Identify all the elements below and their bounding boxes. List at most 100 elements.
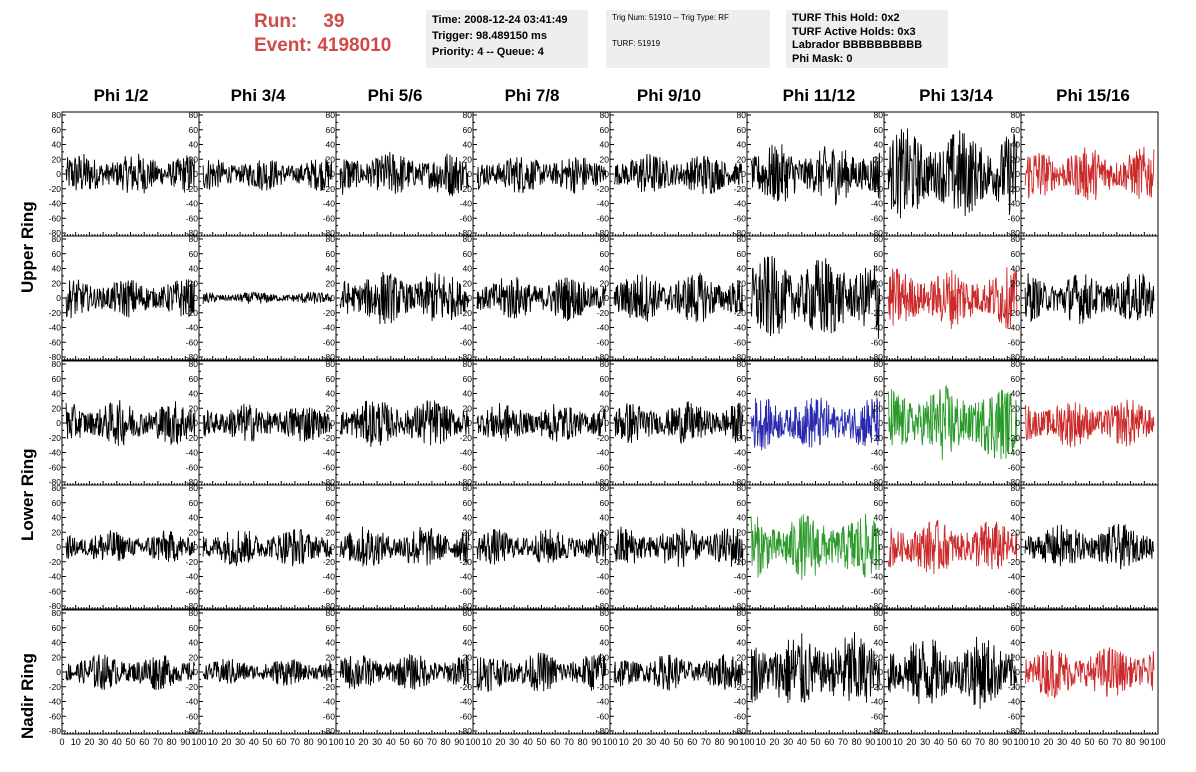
waveform-trace [1024,647,1155,699]
y-tick-label: -20 [49,184,62,194]
y-tick-label: -60 [1008,337,1021,347]
y-tick-label: 60 [326,125,336,135]
x-tick-label: 70 [290,737,300,747]
y-tick-label: 40 [463,389,473,399]
y-tick-label: -20 [871,433,884,443]
y-tick-label: 40 [874,389,884,399]
y-tick-label: -20 [1008,433,1021,443]
y-tick-label: 20 [189,652,199,662]
y-tick-label: 20 [874,652,884,662]
y-tick-label: -60 [871,711,884,721]
y-tick-label: 60 [189,498,199,508]
trigger-text: Trigger: 98.489150 ms [432,30,547,42]
y-tick-label: -20 [323,184,336,194]
y-tick-label: -20 [460,433,473,443]
y-tick-label: -60 [323,462,336,472]
y-tick-label: 0 [878,667,883,677]
waveform-trace [750,632,881,704]
y-tick-label: 0 [330,542,335,552]
y-tick-label: -40 [597,448,610,458]
waveform-trace [887,267,1018,329]
x-tick-label: 90 [317,737,327,747]
x-tick-label: 50 [673,737,683,747]
y-tick-label: -80 [186,726,199,736]
y-tick-label: 80 [600,110,610,120]
waveform-trace [613,153,744,195]
x-tick-label: 20 [221,737,231,747]
column-title-phi-5-6: Phi 5/6 [367,86,423,105]
y-tick-label: 80 [463,359,473,369]
y-tick-label: -40 [323,199,336,209]
waveform-trace [887,519,1018,575]
y-tick-label: 0 [467,169,472,179]
waveform-trace [202,528,333,567]
y-tick-label: -40 [49,572,62,582]
turf-info-box: TURF This Hold: 0x2 TURF Active Holds: 0… [786,10,948,68]
y-tick-label: 40 [189,638,199,648]
y-tick-label: 20 [737,652,747,662]
y-tick-label: -80 [871,601,884,611]
y-tick-label: 60 [189,249,199,259]
y-tick-label: -20 [597,682,610,692]
y-tick-label: 0 [193,293,198,303]
x-tick-label: 20 [906,737,916,747]
y-tick-label: -60 [49,337,62,347]
y-tick-label: 20 [737,278,747,288]
y-tick-label: 20 [463,154,473,164]
y-tick-label: -40 [734,697,747,707]
x-tick-label: 10 [345,737,355,747]
y-tick-label: -80 [323,352,336,362]
y-tick-label: 80 [52,608,62,618]
y-tick-label: -60 [1008,213,1021,223]
y-tick-label: 0 [878,169,883,179]
y-tick-label: -20 [734,682,747,692]
y-tick-label: 20 [52,652,62,662]
y-tick-label: 80 [463,483,473,493]
x-tick-label: 100 [739,737,754,747]
y-tick-label: 20 [874,403,884,413]
trig-num-text: Trig Num: 51910 -- Trig Type: RF [612,13,729,22]
x-tick-label: 40 [249,737,259,747]
y-tick-label: 60 [737,125,747,135]
y-tick-label: 20 [463,652,473,662]
y-tick-label: -60 [49,586,62,596]
y-tick-label: -20 [460,682,473,692]
y-tick-label: -80 [49,726,62,736]
x-tick-label: 50 [810,737,820,747]
y-tick-label: -60 [597,711,610,721]
x-tick-label: 30 [1057,737,1067,747]
y-tick-label: -40 [1008,697,1021,707]
y-tick-label: 40 [189,140,199,150]
y-tick-label: 20 [189,278,199,288]
y-tick-label: 0 [741,542,746,552]
y-tick-label: -40 [186,199,199,209]
y-tick-label: 0 [467,667,472,677]
x-tick-label: 40 [797,737,807,747]
waveform-trace [613,654,744,691]
x-tick-label: 40 [523,737,533,747]
y-tick-label: 60 [600,374,610,384]
y-tick-label: 60 [600,623,610,633]
y-tick-label: -60 [734,711,747,721]
x-tick-label: 30 [509,737,519,747]
column-title-phi-7-8: Phi 7/8 [504,86,560,105]
y-tick-label: -40 [734,199,747,209]
y-tick-label: 80 [874,110,884,120]
waveform-trace [887,636,1018,709]
y-tick-label: -40 [323,572,336,582]
y-tick-label: -20 [49,557,62,567]
waveform-trace [65,399,196,447]
y-tick-label: -80 [186,228,199,238]
y-tick-label: -80 [597,726,610,736]
y-tick-label: 40 [737,638,747,648]
y-tick-label: 80 [874,483,884,493]
x-tick-label: 40 [112,737,122,747]
x-tick-label: 100 [465,737,480,747]
y-tick-label: -40 [323,448,336,458]
x-tick-label: 30 [646,737,656,747]
run-event-header: Run: 39 Event: 4198010 [254,10,391,58]
y-tick-label: 60 [1011,374,1021,384]
y-tick-label: -20 [871,682,884,692]
y-tick-label: 20 [737,527,747,537]
